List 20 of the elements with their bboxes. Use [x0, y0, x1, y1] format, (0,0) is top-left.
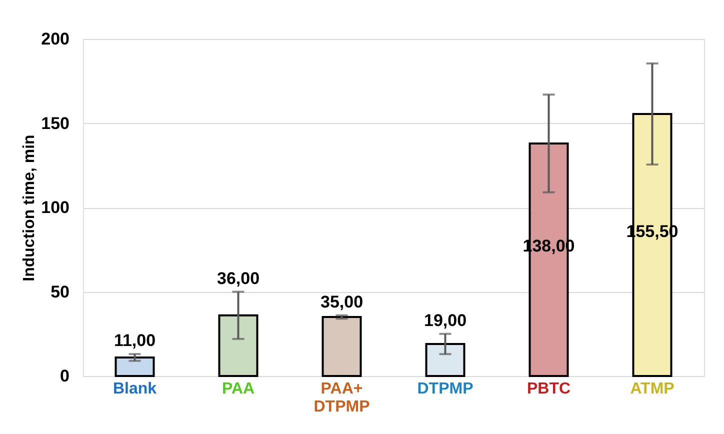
x-tick-label: PBTC	[526, 380, 571, 398]
data-label: 11,00	[114, 331, 156, 350]
y-tick-label: 0	[60, 366, 70, 386]
bar	[322, 316, 362, 377]
y-tick-label: 100	[41, 198, 70, 217]
data-label: 35,00	[320, 292, 364, 312]
y-tick-label: 200	[41, 30, 70, 48]
data-label: 19,00	[424, 310, 467, 330]
x-tick-label: Blank	[112, 380, 157, 398]
bar	[114, 356, 155, 377]
bar	[218, 314, 258, 377]
x-tick-label: DTPMP	[417, 380, 474, 398]
x-tick-label: ATMP	[630, 380, 675, 398]
y-axis-title: Induction time, min	[21, 134, 38, 282]
bar	[425, 342, 466, 377]
x-tick-label: PAA	[222, 380, 255, 398]
data-label: 36,00	[216, 268, 260, 288]
y-tick-label: 50	[50, 282, 70, 302]
y-tick-label: 150	[41, 114, 70, 133]
x-tick-label: PAA+ DTPMP	[314, 380, 370, 416]
